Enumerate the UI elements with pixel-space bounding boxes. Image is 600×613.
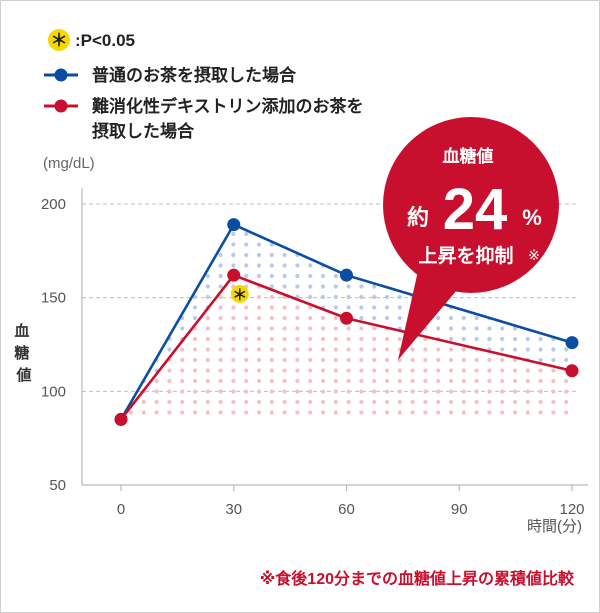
series-1-point-0 bbox=[114, 412, 128, 426]
legend-series-1-marker bbox=[54, 99, 68, 113]
area-fill-suppressed bbox=[121, 275, 572, 420]
legend-series-0-label: 普通のお茶を摂取した場合 bbox=[92, 65, 297, 85]
callout-line3: 上昇を抑制 bbox=[418, 244, 513, 267]
series-0-line bbox=[119, 223, 573, 421]
x-tick-label-3: 90 bbox=[451, 501, 468, 518]
legend-series-0-marker bbox=[54, 68, 68, 82]
y-tick-label-3: 200 bbox=[41, 196, 66, 213]
callout-prefix: 約 bbox=[407, 205, 429, 230]
series-1-point-1 bbox=[227, 268, 241, 282]
series-0-point-1 bbox=[227, 218, 241, 232]
callout-circle bbox=[383, 117, 559, 293]
significance-marker-symbol: ＊ bbox=[232, 287, 247, 304]
x-axis-title: 時間(分) bbox=[527, 518, 582, 535]
callout-unit: % bbox=[522, 205, 542, 230]
series-1-point-3 bbox=[565, 364, 579, 378]
significance-legend-label: :P<0.05 bbox=[75, 31, 135, 50]
y-unit-label: (mg/dL) bbox=[43, 155, 95, 172]
footnote: ※食後120分までの血糖値上昇の累積値比較 bbox=[260, 569, 575, 588]
series-0-point-3 bbox=[565, 336, 579, 350]
y-ticks: 50 100 150 200 bbox=[41, 196, 66, 494]
callout-pointer bbox=[398, 262, 462, 360]
significance-legend-symbol: ＊ bbox=[51, 31, 68, 50]
x-tick-label-4: 120 bbox=[559, 501, 584, 518]
y-tick-label-2: 150 bbox=[41, 290, 66, 307]
y-axis-title: 血 糖 値 bbox=[14, 322, 33, 384]
series-1-point-2 bbox=[340, 311, 353, 325]
x-tick-label-1: 30 bbox=[225, 501, 242, 518]
callout-bubble: 血糖値 約 24 % 上昇を抑制 ※ bbox=[383, 117, 559, 360]
legend-series-1-label: 難消化性デキストリン添加のお茶を 摂取した場合 bbox=[92, 96, 368, 141]
callout-line1: 血糖値 bbox=[443, 146, 494, 166]
significance-legend-marker bbox=[48, 29, 70, 51]
x-tick-label-0: 0 bbox=[117, 501, 125, 518]
y-tick-label-1: 100 bbox=[41, 383, 66, 400]
legend: ＊ :P<0.05 普通のお茶を摂取した場合 難消化性デキストリン添加のお茶を … bbox=[44, 29, 368, 141]
callout-mark: ※ bbox=[528, 247, 540, 263]
callout-value: 24 bbox=[443, 177, 508, 242]
series-1-line bbox=[119, 273, 573, 421]
x-ticks: 0 30 60 90 120 bbox=[117, 485, 585, 518]
series-lines bbox=[119, 223, 573, 421]
series-0-point-2 bbox=[340, 268, 353, 282]
x-tick-label-2: 60 bbox=[338, 501, 355, 518]
series-points bbox=[114, 218, 579, 426]
significance-marker bbox=[230, 284, 249, 303]
y-tick-label-0: 50 bbox=[49, 477, 66, 494]
